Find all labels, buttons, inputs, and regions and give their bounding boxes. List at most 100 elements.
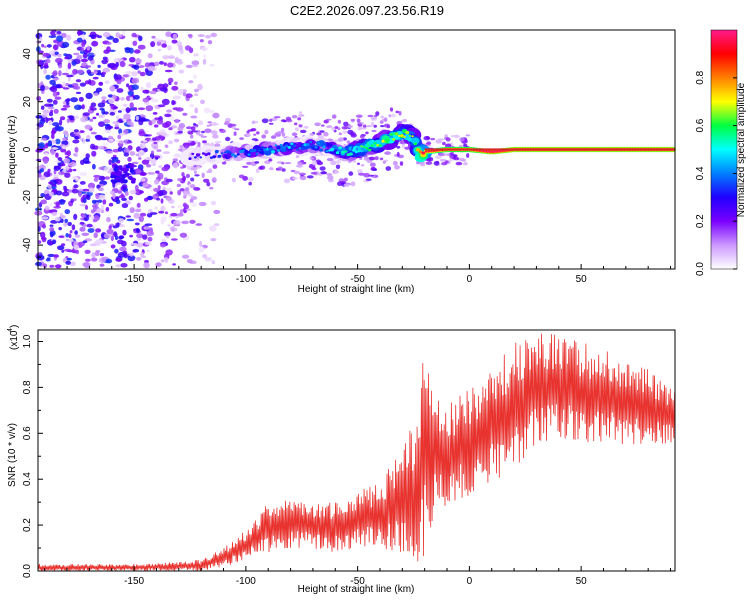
spectrogram-noise-blob: [116, 115, 119, 121]
spectrogram-noise-blob: [309, 132, 314, 137]
spectrogram-noise-blob: [115, 182, 123, 185]
spectrogram-noise-blob: [48, 50, 56, 54]
spectrogram-ridge-cell: [411, 135, 414, 138]
spectrogram-noise-blob: [321, 124, 325, 127]
spectrogram-noise-blob: [356, 118, 361, 123]
spectrogram-noise-blob: [280, 127, 285, 133]
spectrogram-noise-blob: [326, 175, 334, 181]
spectrogram-noise-blob: [81, 41, 86, 48]
spectrogram-noise-blob: [198, 201, 207, 207]
spectrogram-noise-blob: [463, 143, 468, 148]
spectrogram-noise-blob: [330, 160, 337, 166]
spectrogram-noise-blob: [162, 55, 170, 60]
spectrogram-noise-blob: [442, 141, 446, 146]
spectrogram-noise-blob: [91, 199, 97, 204]
spectrogram-noise-blob: [105, 258, 113, 264]
spectrogram-noise-blob: [133, 212, 140, 219]
snr-y-tick-label: 0.6: [22, 426, 33, 440]
spectrogram-noise-blob: [152, 146, 159, 150]
spectrogram-noise-blob: [97, 187, 104, 192]
spectrogram-noise-blob: [134, 58, 143, 64]
spectrogram-noise-blob: [343, 121, 349, 127]
spectrogram-noise-blob: [45, 258, 51, 262]
spectrogram-noise-blob: [338, 137, 344, 142]
spectrogram-ridge-cell: [207, 152, 211, 156]
spectrogram-noise-blob: [136, 242, 144, 248]
spectrogram-noise-blob: [450, 135, 456, 138]
spectrogram-noise-blob: [396, 152, 400, 157]
spectrogram-noise-blob: [103, 233, 112, 239]
spectrogram-noise-blob: [298, 114, 305, 117]
spectrogram-noise-blob: [449, 158, 453, 162]
spectrogram-ridge-cell: [225, 150, 230, 154]
spectrogram-noise-blob: [453, 156, 460, 161]
spectrogram-ridge-cell: [489, 151, 492, 153]
spectrogram-noise-blob: [35, 115, 43, 119]
spectrogram-noise-blob: [42, 224, 46, 229]
spectrogram-noise-blob: [47, 168, 51, 173]
spectrogram-noise-blob: [157, 39, 165, 43]
spectrogram-noise-blob: [165, 187, 173, 192]
spectrogram-noise-blob: [150, 41, 156, 48]
spectrogram-x-tick-label: 0: [467, 274, 473, 285]
spectrogram-noise-blob: [326, 157, 334, 162]
spectrogram-noise-blob: [466, 153, 470, 158]
figure-title: C2E2.2026.097.23.56.R19: [290, 3, 444, 18]
spectrogram-noise-blob: [394, 165, 400, 170]
spectrogram-noise-blob: [153, 141, 158, 145]
spectrogram-noise-blob: [42, 109, 50, 114]
spectrogram-noise-blob: [62, 137, 67, 141]
spectrogram-ridge-cell: [319, 148, 324, 152]
spectrogram-ridge-cell: [495, 150, 497, 153]
spectrogram-noise-blob: [69, 230, 73, 234]
spectrogram-noise-blob: [144, 68, 149, 73]
spectrogram-noise-blob: [118, 224, 125, 228]
spectrogram-noise-blob: [194, 88, 199, 93]
spectrogram-noise-blob: [271, 117, 278, 122]
spectrogram-noise-blob: [325, 118, 332, 121]
snr-y-tick-label: 1.0: [22, 334, 33, 348]
spectrogram-noise-blob: [184, 204, 189, 210]
spectrogram-noise-blob: [145, 242, 152, 246]
spectrogram-noise-blob: [82, 138, 86, 145]
spectrogram-noise-blob: [176, 183, 181, 188]
spectrogram-noise-blob: [66, 257, 73, 261]
spectrogram-noise-blob: [196, 166, 201, 170]
spectrogram-noise-blob: [209, 109, 215, 113]
spectrogram-noise-blob: [380, 115, 384, 119]
spectrogram-ridge-cell: [282, 145, 286, 150]
spectrogram-noise-blob: [66, 98, 71, 102]
spectrogram-noise-blob: [425, 161, 433, 165]
spectrogram-ridge-cell: [335, 151, 340, 155]
spectrogram-noise-blob: [202, 140, 207, 144]
spectrogram-x-ticks: -150 -100 -50 0 50: [44, 264, 672, 285]
spectrogram-noise-blob: [209, 63, 215, 67]
spectrogram-noise-blob: [255, 168, 260, 173]
spectrogram-noise-blob: [193, 53, 200, 57]
spectrogram-noise-blob: [76, 37, 83, 43]
spectrogram-noise-blob: [155, 156, 159, 160]
spectrogram-noise-blob: [117, 190, 122, 194]
spectrogram-noise-blob: [140, 251, 145, 258]
spectrogram-ridge-cell: [365, 147, 369, 150]
spectrogram-noise-blob: [142, 89, 150, 94]
spectrogram-noise-blob: [38, 142, 45, 149]
spectrogram-ridge-cell: [194, 156, 197, 159]
spectrogram-noise-blob: [102, 56, 108, 60]
spectrogram-noise-blob: [66, 101, 70, 106]
spectrogram-noise-blob: [43, 45, 47, 48]
spectrogram-noise-blob: [425, 136, 430, 140]
spectrogram-noise-blob: [113, 168, 118, 172]
spectrogram-noise-blob: [123, 152, 129, 157]
spectrogram-noise-blob: [150, 150, 155, 155]
spectrogram-noise-blob: [119, 246, 127, 252]
spectrogram-ridge-cell: [223, 151, 227, 154]
spectrogram-noise-blob: [123, 147, 130, 154]
spectrogram-ridge-cell: [384, 140, 388, 144]
spectrogram-ridge-cell: [212, 155, 217, 159]
spectrogram-ridge-cell: [403, 136, 406, 138]
spectrogram-ridge-cell: [344, 150, 347, 153]
spectrogram-noise-blob: [43, 68, 47, 75]
spectrogram-ridge-cell: [298, 147, 302, 150]
spectrogram-noise-blob: [358, 172, 365, 176]
